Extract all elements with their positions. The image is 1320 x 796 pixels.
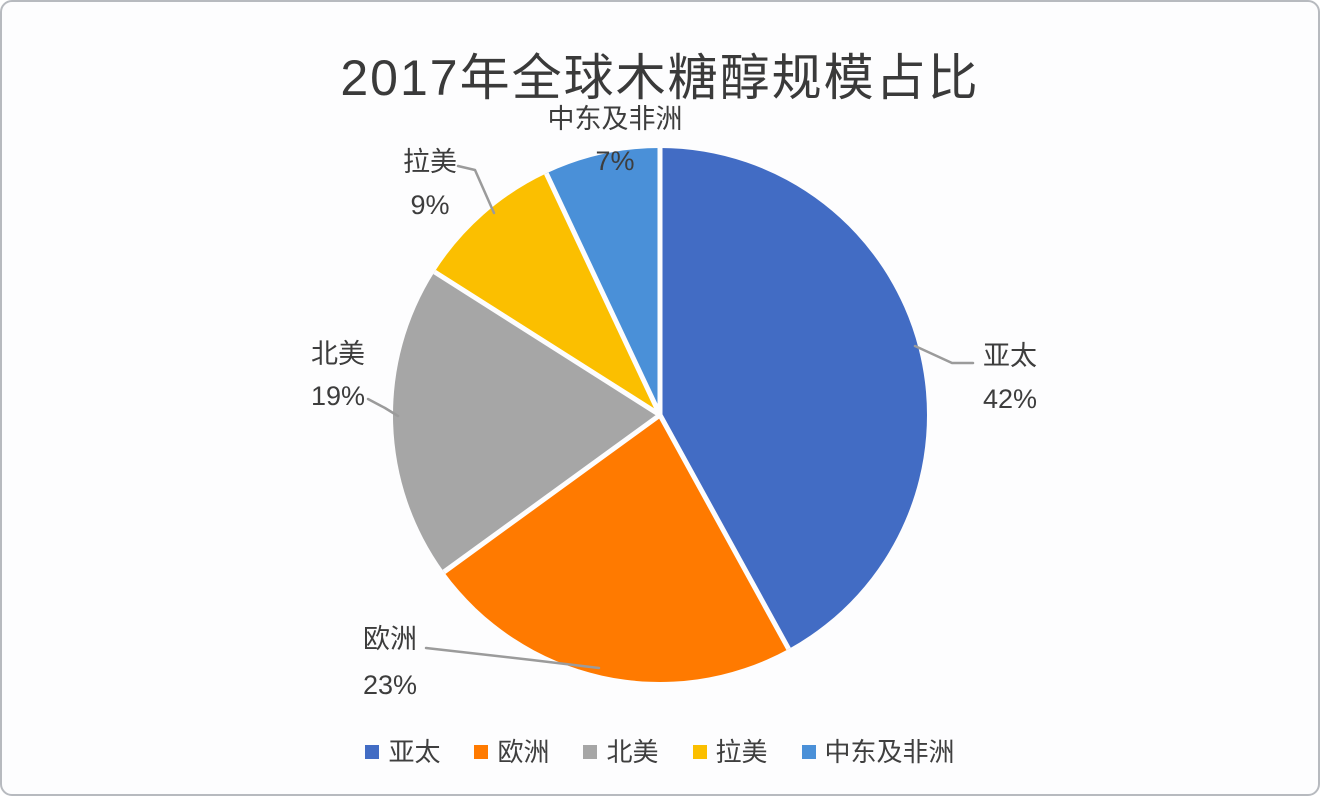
callout-europe: 欧洲 23% <box>310 616 470 708</box>
legend-swatch <box>583 745 598 759</box>
leader-line-latin-america <box>456 164 496 215</box>
slice-label: 亚太 <box>983 341 1037 371</box>
legend-label: 中东及非洲 <box>824 737 955 767</box>
legend-swatch <box>692 745 707 759</box>
pie-slice-north-america <box>392 271 660 572</box>
legend-swatch <box>365 745 380 759</box>
legend-swatch <box>474 745 489 759</box>
legend-item-north-america: 北美 <box>583 732 659 772</box>
legend-swatch <box>801 745 816 759</box>
chart-title: 2017年全球木糖醇规模占比 <box>340 50 980 106</box>
callout-asia-pacific: 亚太 42% <box>930 335 1090 421</box>
slice-divider <box>544 172 663 417</box>
legend-label: 拉美 <box>715 737 768 767</box>
slice-value: 19% <box>310 381 366 411</box>
slice-label: 中东及非洲 <box>547 104 683 134</box>
slice-divider <box>657 413 791 651</box>
legend-item-latin-america: 拉美 <box>692 732 768 772</box>
leader-line-europe <box>424 646 601 670</box>
pie-slice-latin-america <box>434 173 660 415</box>
slice-divider <box>433 269 662 418</box>
slice-value: 42% <box>982 384 1038 414</box>
legend-label: 亚太 <box>388 737 441 767</box>
callout-latin-america: 拉美 9% <box>350 141 510 227</box>
legend: 亚太 欧洲 北美 拉美 中东及非洲 <box>2 732 1318 772</box>
slice-label: 欧洲 <box>363 624 417 654</box>
slice-value: 9% <box>410 190 450 220</box>
legend-item-asia-pacific: 亚太 <box>365 732 440 772</box>
callout-middle-east-africa: 中东及非洲 7% <box>480 98 750 182</box>
legend-label: 欧洲 <box>497 737 550 767</box>
legend-label: 北美 <box>606 737 659 767</box>
leader-line-asia-pacific <box>913 344 975 365</box>
slice-label: 拉美 <box>403 147 457 177</box>
slice-label: 北美 <box>311 339 365 369</box>
slice-value: 7% <box>595 146 635 176</box>
slice-value: 23% <box>362 670 418 700</box>
callout-north-america: 北美 19% <box>258 333 418 417</box>
pie-slice-asia-pacific <box>660 148 927 649</box>
slice-divider <box>442 412 662 574</box>
pie-slice-europe <box>443 415 789 682</box>
legend-item-middle-east-africa: 中东及非洲 <box>801 732 955 772</box>
legend-item-europe: 欧洲 <box>474 732 549 772</box>
leader-line-north-america <box>366 397 400 418</box>
pie-slice-middle-east-africa <box>546 148 660 415</box>
